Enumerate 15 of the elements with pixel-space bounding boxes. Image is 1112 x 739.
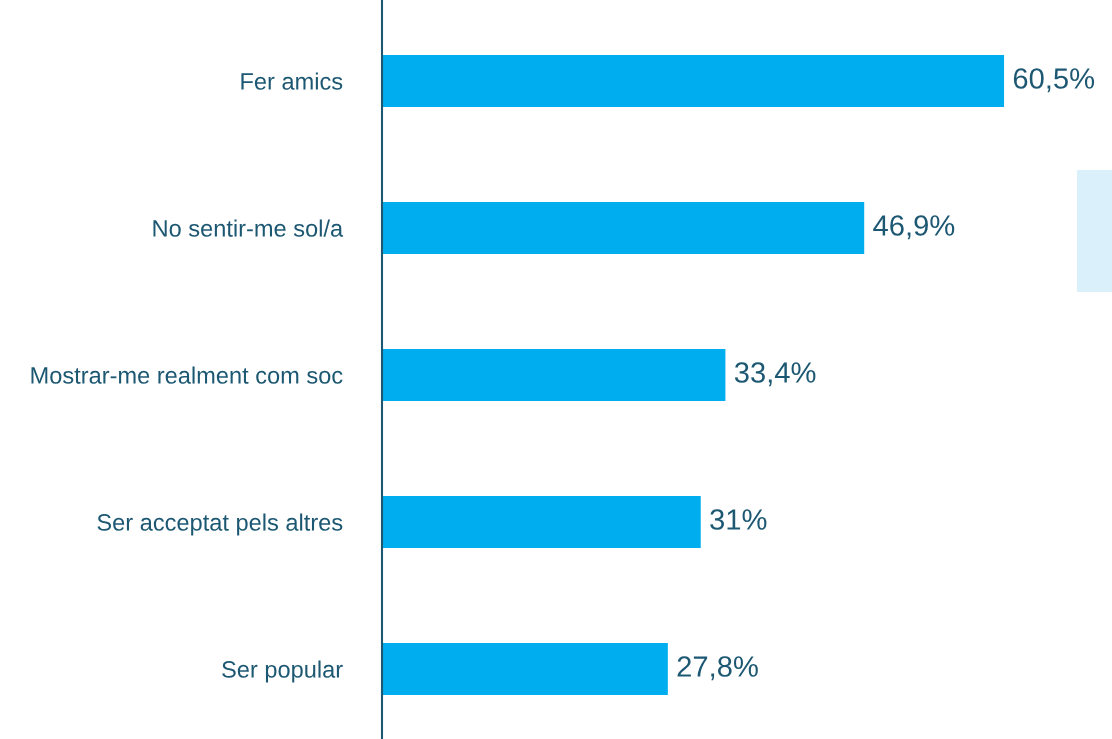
data-label: 33,4% xyxy=(734,362,816,387)
y-tick-label: Ser popular xyxy=(222,660,343,683)
data-label: 27,8% xyxy=(677,656,758,681)
y-tick-label: No sentir-me sol/a xyxy=(153,219,344,237)
y-tick-label: Ser acceptat pels altres xyxy=(97,513,343,536)
bar xyxy=(382,201,865,255)
y-tick-label: Mostrar-me realment com soc xyxy=(31,366,343,384)
bar xyxy=(382,54,1005,108)
data-label: 60,5% xyxy=(1013,68,1095,93)
bar xyxy=(382,496,701,549)
data-label: 31% xyxy=(710,509,767,530)
bar xyxy=(382,643,668,696)
bar xyxy=(382,348,726,402)
data-label: 46,9% xyxy=(873,215,955,240)
y-tick-label: Fer amics xyxy=(241,72,343,90)
